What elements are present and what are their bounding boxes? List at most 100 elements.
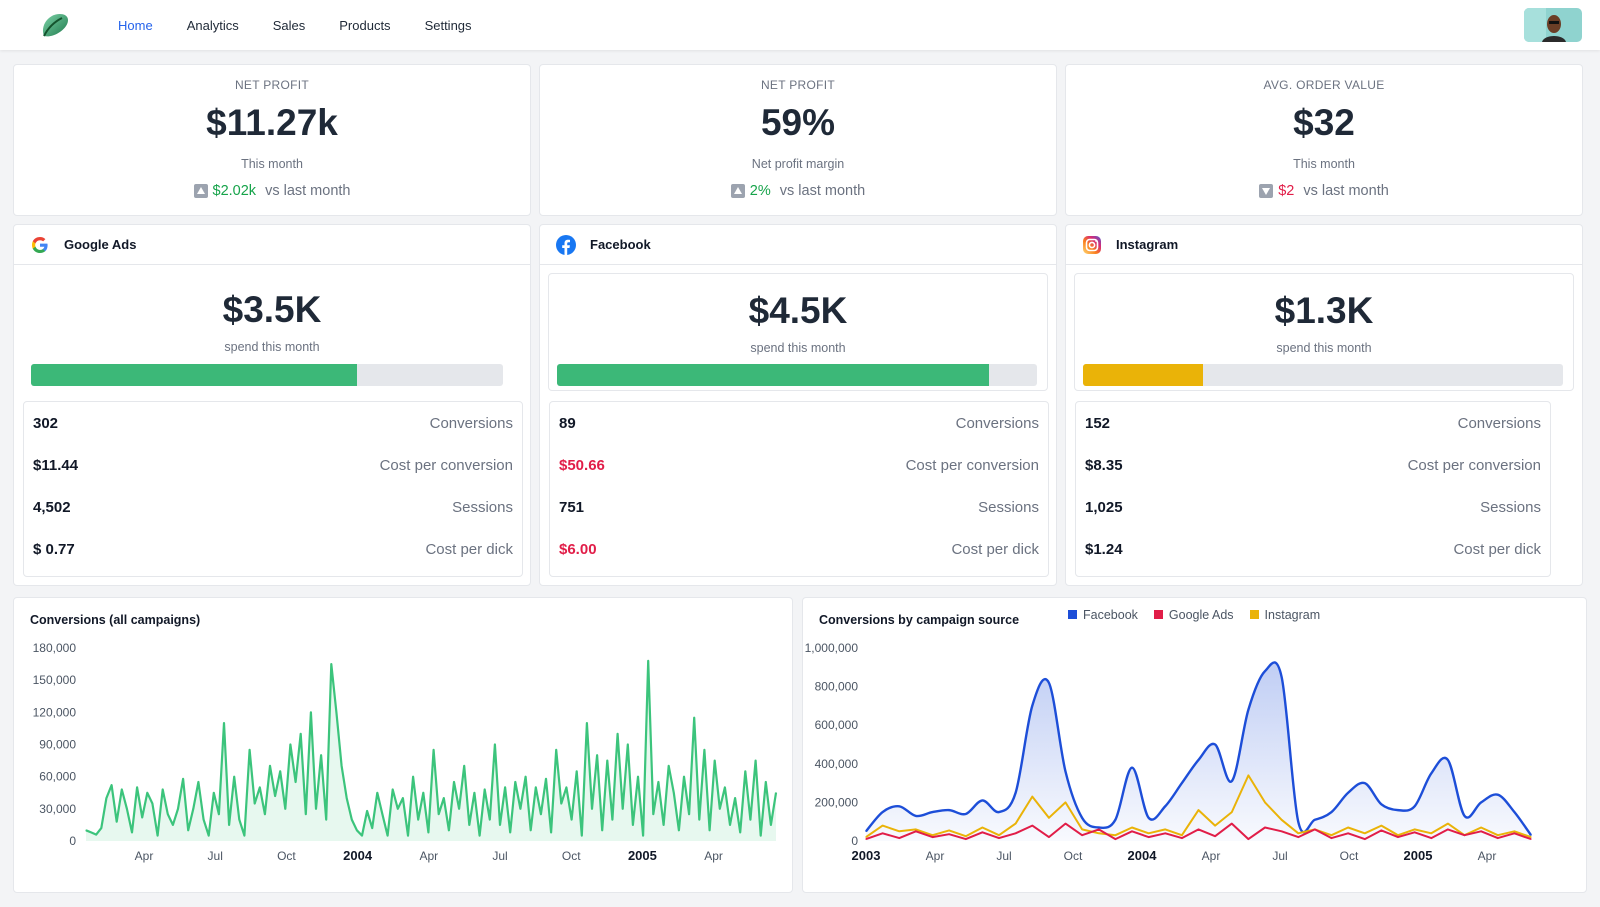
data-point (601, 829, 603, 831)
stat-compare-text: vs last month (779, 183, 866, 199)
data-point (1114, 834, 1116, 836)
data-point (90, 831, 92, 834)
data-point (351, 818, 353, 821)
ad-card-header: Facebook (540, 225, 1056, 265)
brand-logo-icon[interactable] (38, 10, 72, 40)
data-point (535, 786, 537, 788)
metric-label: Cost per conversion (1407, 456, 1541, 474)
legend-label: Instagram (1264, 608, 1321, 622)
metric-value: 152 (1085, 414, 1111, 432)
data-point (1015, 823, 1017, 825)
data-point (243, 835, 246, 837)
nav-sales[interactable]: Sales (272, 17, 306, 33)
data-point (719, 808, 721, 810)
data-point (182, 778, 184, 780)
data-point (698, 818, 700, 821)
ad-card-instagram: Instagram $1.3K spend this month 152 Conv… (1065, 224, 1583, 586)
legend-item-google-ads[interactable]: Google Ads (1153, 608, 1234, 622)
metric-row: $50.66 Cost per conversion (550, 444, 1048, 486)
data-point (1247, 709, 1249, 711)
data-point (1347, 792, 1349, 794)
metric-value: $11.44 (33, 456, 79, 474)
data-point (489, 818, 491, 821)
legend-item-facebook[interactable]: Facebook (1068, 608, 1138, 622)
data-point (1530, 834, 1532, 836)
x-tick-label: Apr (704, 849, 723, 863)
metric-row: 152 Conversions (1076, 402, 1550, 444)
metric-row: $ 0.77 Cost per dick (24, 528, 522, 570)
metric-label: Conversions (955, 414, 1039, 432)
data-point (1131, 767, 1133, 769)
y-tick-label: 800,000 (815, 680, 859, 694)
nav-products[interactable]: Products (339, 17, 391, 33)
data-point (499, 824, 501, 826)
x-tick-label: Apr (419, 849, 438, 863)
data-point (1064, 770, 1067, 773)
data-point (315, 808, 317, 810)
data-point (192, 808, 194, 810)
data-point (494, 743, 496, 746)
data-point (335, 711, 338, 713)
data-point (1031, 705, 1033, 707)
nav-home[interactable]: Home (118, 17, 153, 33)
instagram-icon (1083, 235, 1101, 254)
data-point (238, 818, 240, 821)
user-avatar[interactable] (1524, 8, 1582, 42)
stat-compare-text: vs last month (265, 183, 351, 199)
conversions-line-chart[interactable]: 180,000 150,000 120,000 90,000 60,000 30,000 0… (14, 598, 792, 892)
data-point (673, 792, 675, 794)
data-point (915, 815, 917, 817)
legend-item-instagram[interactable]: Instagram (1249, 608, 1321, 622)
x-tick-label: Jul (208, 849, 223, 863)
data-point (162, 788, 164, 791)
data-point (95, 833, 97, 836)
metric-row: $8.35 Cost per conversion (1076, 444, 1550, 486)
data-point (478, 835, 481, 837)
data-point (662, 824, 665, 826)
metric-label: Sessions (978, 498, 1039, 516)
data-point (1181, 834, 1183, 836)
data-point (1463, 834, 1466, 836)
stat-value: $11.27k (206, 102, 338, 143)
spend-progress-fill (1083, 364, 1203, 386)
data-point (330, 663, 332, 665)
data-point (714, 759, 716, 762)
data-point (1297, 821, 1299, 823)
data-point (504, 786, 506, 788)
data-point (931, 834, 934, 836)
data-point (981, 831, 983, 833)
data-point (254, 802, 256, 805)
data-point (1497, 794, 1499, 796)
campaign-source-area-chart[interactable]: 1,000,000800,000600,000400,000200,000020… (803, 598, 1586, 892)
data-point (948, 829, 950, 831)
data-point (468, 824, 470, 826)
stat-value: $32 (1293, 102, 1355, 143)
metric-row: 302 Conversions (24, 402, 522, 444)
stat-value: 59% (760, 102, 836, 143)
data-point (622, 808, 624, 810)
data-point (1497, 834, 1499, 836)
data-point (121, 788, 123, 791)
data-point (637, 776, 639, 778)
data-point (545, 778, 547, 780)
data-point (1098, 826, 1100, 829)
legend-swatch (1153, 610, 1163, 619)
data-point (1314, 819, 1316, 821)
data-point (146, 792, 148, 794)
data-point (213, 792, 215, 794)
nav-analytics[interactable]: Analytics (186, 17, 239, 33)
data-point (693, 717, 695, 719)
chart-title: Conversions (all campaigns) (30, 613, 201, 627)
data-point (1081, 828, 1083, 831)
data-point (1197, 759, 1200, 761)
data-point (581, 835, 583, 837)
data-point (524, 776, 527, 778)
x-tick-label: Apr (135, 849, 154, 863)
chart-title: Conversions by campaign source (819, 613, 1020, 627)
data-point (744, 770, 746, 772)
nav-settings[interactable]: Settings (424, 17, 472, 33)
data-point (422, 792, 424, 794)
x-tick-label: 2005 (628, 848, 657, 863)
data-point (172, 824, 174, 826)
data-point (1347, 832, 1349, 834)
